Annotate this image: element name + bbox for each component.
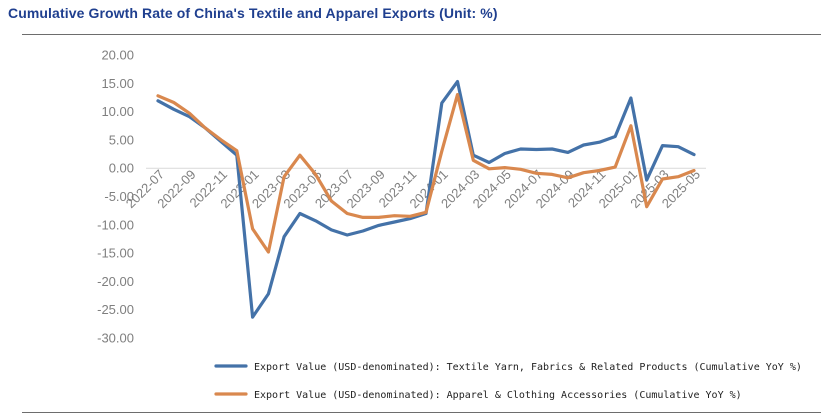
chart-title: Cumulative Growth Rate of China's Textil… [8,5,498,21]
y-tick-label: -10.00 [97,217,134,232]
y-tick-label: -15.00 [97,246,134,261]
y-tick-label: 5.00 [109,132,134,147]
top-divider [22,34,821,35]
series-line-2 [156,92,696,254]
y-tick-label: 0.00 [109,161,134,176]
legend: Export Value (USD-denominated): Textile … [214,362,802,401]
y-tick-label: 10.00 [101,104,134,119]
y-tick-label: 20.00 [101,48,134,63]
y-tick-label: -20.00 [97,274,134,289]
series-lines [156,79,696,319]
y-tick-label: -5.00 [104,189,134,204]
y-axis: 20.00 15.00 10.00 5.00 0.00 -5.00 -10.00 -15.00… [97,48,134,346]
legend-label-2: Export Value (USD-denominated): Apparel … [254,390,742,401]
y-tick-label: -25.00 [97,302,134,317]
y-tick-label: 15.00 [101,76,134,91]
legend-label-1: Export Value (USD-denominated): Textile … [254,362,802,373]
x-tick-labels: 2022-072022-092022-112023-012023-032023-… [123,167,703,211]
bottom-divider [22,412,821,413]
y-tick-label: -30.00 [97,331,134,346]
